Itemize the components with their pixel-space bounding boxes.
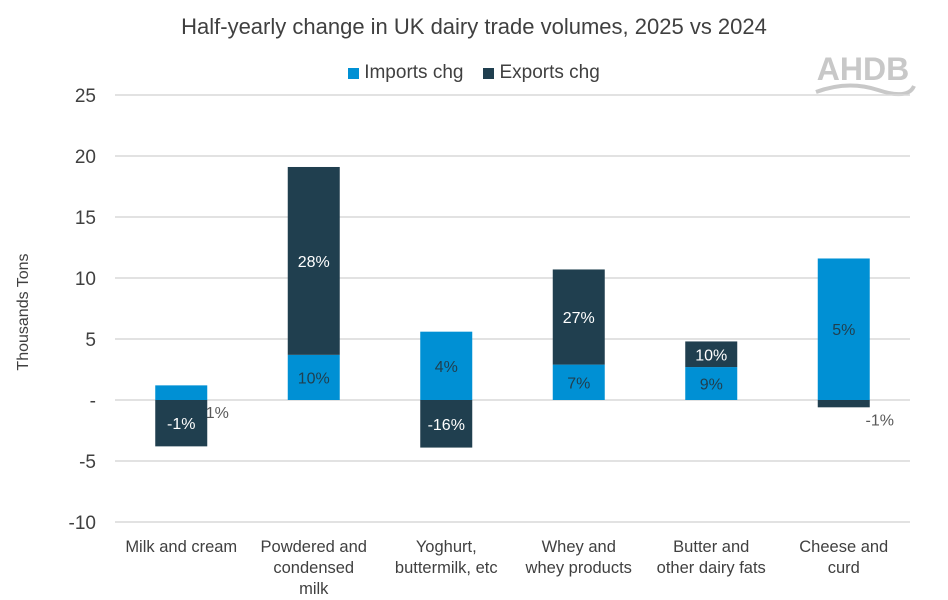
ahdb-logo: AHDB xyxy=(815,51,916,97)
y-tick-label: 25 xyxy=(75,86,96,107)
bar-exports xyxy=(155,400,208,447)
data-label: 10% xyxy=(298,370,330,387)
x-tick-label: Powdered and xyxy=(261,538,367,556)
bar-imports xyxy=(287,354,340,400)
x-tick-label: milk xyxy=(299,580,329,598)
y-tick-label: 10 xyxy=(75,269,96,290)
chart-title: Half-yearly change in UK dairy trade vol… xyxy=(181,14,767,39)
legend-swatch-exports xyxy=(483,67,495,79)
bar-exports xyxy=(552,269,605,365)
legend-item-exports: Exports chg xyxy=(483,62,600,84)
x-tick-label: Cheese and xyxy=(799,538,888,556)
bar-imports xyxy=(155,385,208,400)
data-label: 10% xyxy=(695,347,727,364)
x-tick-label: Yoghurt, xyxy=(416,538,477,556)
bar-imports xyxy=(420,331,473,400)
data-label: 9% xyxy=(700,377,723,394)
data-label: 7% xyxy=(567,375,590,392)
data-label: 27% xyxy=(563,310,595,327)
x-tick-label: Whey and xyxy=(542,538,616,556)
data-label: 5% xyxy=(832,322,855,339)
y-tick-label: 5 xyxy=(85,330,96,351)
legend-label-exports: Exports chg xyxy=(499,62,600,83)
x-tick-label: Butter and xyxy=(673,538,749,556)
y-tick-label: - xyxy=(90,391,96,412)
x-tick-label: other dairy fats xyxy=(657,559,766,577)
bar-exports xyxy=(420,400,473,448)
x-tick-label: whey products xyxy=(525,559,632,577)
bar-exports xyxy=(287,166,340,355)
x-tick-label: buttermilk, etc xyxy=(395,559,498,577)
data-label: 1% xyxy=(206,405,229,422)
x-tick-label: condensed xyxy=(273,559,354,577)
legend-swatch-imports xyxy=(348,67,360,79)
data-label: -1% xyxy=(167,416,195,433)
y-tick-label: -10 xyxy=(69,513,96,534)
bar-imports xyxy=(552,364,605,400)
bar-imports xyxy=(685,367,738,400)
svg-text:AHDB: AHDB xyxy=(817,51,909,87)
legend: Imports chg Exports chg xyxy=(0,62,948,84)
legend-item-imports: Imports chg xyxy=(348,62,463,84)
bar-exports xyxy=(685,341,738,368)
data-label: 4% xyxy=(435,359,458,376)
legend-label-imports: Imports chg xyxy=(364,62,464,83)
data-label: 28% xyxy=(298,254,330,271)
y-tick-label: 20 xyxy=(75,147,96,168)
y-tick-label: -5 xyxy=(79,452,96,473)
bar-imports xyxy=(817,258,870,400)
bar-exports xyxy=(817,400,870,408)
x-tick-label: Milk and cream xyxy=(125,538,237,556)
x-tick-label: curd xyxy=(828,559,860,577)
y-tick-label: 15 xyxy=(75,208,96,229)
data-label: -1% xyxy=(866,412,894,429)
data-label: -16% xyxy=(428,417,465,434)
